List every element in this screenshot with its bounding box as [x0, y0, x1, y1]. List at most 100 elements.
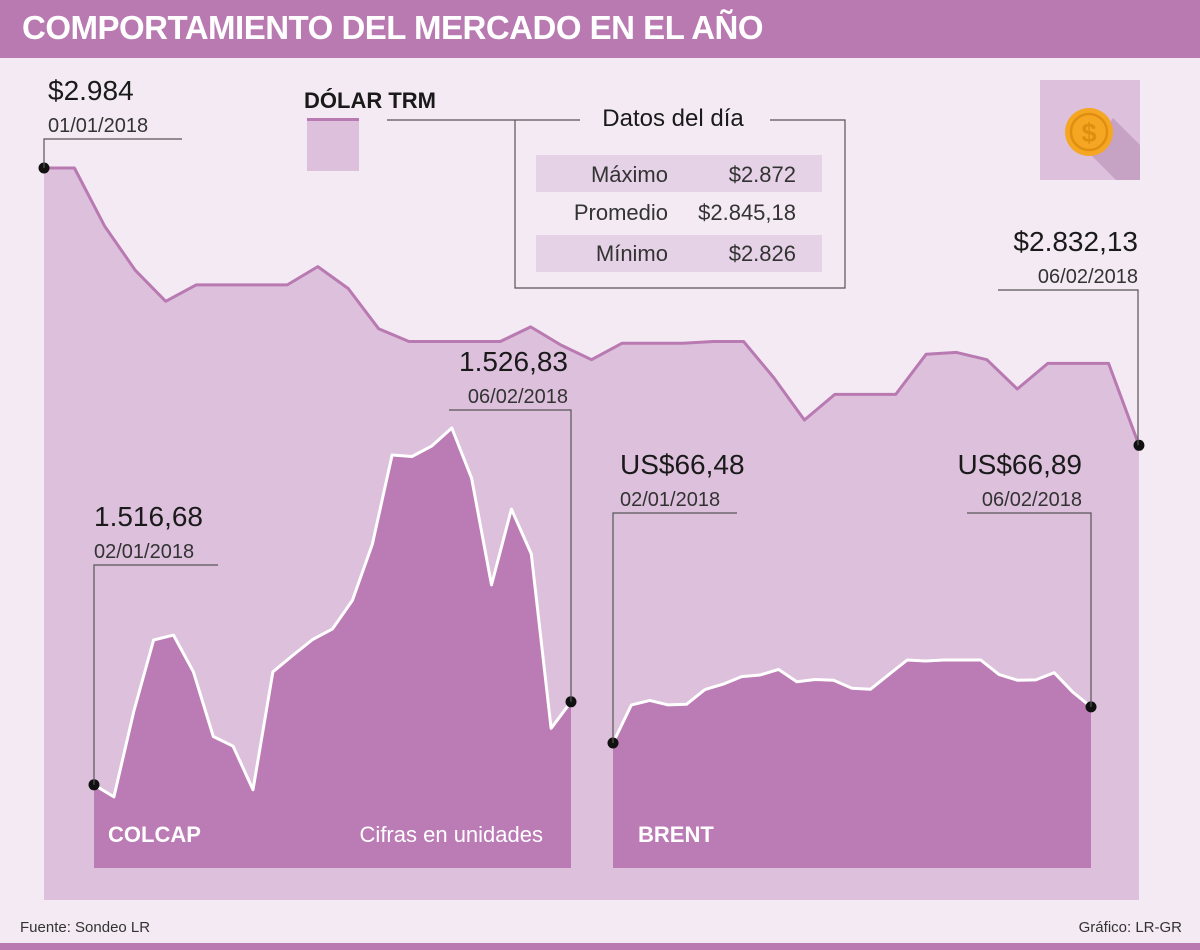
dollar-coin-icon: $: [1040, 80, 1140, 180]
brent-point: [942, 658, 946, 662]
brent-point: [722, 682, 725, 686]
colcap-point: [331, 627, 334, 631]
trm-point: [499, 340, 502, 343]
brent-point: [869, 688, 872, 691]
brent-end-value: US$66,89: [957, 449, 1082, 480]
trm-point: [1046, 362, 1050, 365]
trm-point: [803, 418, 806, 422]
colcap-area: [94, 428, 571, 868]
trm-point: [347, 287, 350, 290]
brent-point: [906, 658, 909, 662]
legend-swatch: [307, 120, 359, 171]
trm-point: [894, 393, 897, 396]
trm-point: [620, 342, 624, 345]
trm-point: [924, 353, 928, 356]
brent-point: [740, 675, 743, 678]
trm-point: [559, 343, 563, 347]
credit-note: Gráfico: LR-GR: [1078, 919, 1182, 936]
brent-end-leader: [967, 512, 1092, 707]
svg-text:$: $: [1081, 118, 1096, 148]
brent-end-date: 06/02/2018: [982, 489, 1082, 511]
day-table-label-max: Máximo: [591, 162, 668, 187]
trm-point: [407, 340, 411, 343]
brent-point: [997, 673, 1001, 676]
trm-point: [73, 166, 76, 170]
day-table-row-min: [536, 235, 822, 272]
colcap-point: [371, 543, 374, 546]
trm-point: [985, 358, 989, 361]
trm-point: [833, 393, 836, 396]
trm-point: [1016, 387, 1019, 391]
trm-point: [103, 225, 107, 228]
brent-point: [1071, 690, 1074, 694]
trm-end-marker: [1133, 439, 1145, 451]
day-table-value-min: $2.826: [729, 241, 796, 266]
footer-bar: [0, 943, 1200, 950]
trm-start-date: 01/01/2018: [48, 115, 148, 137]
colcap-point: [251, 788, 255, 791]
trm-point: [712, 340, 715, 343]
brent-point: [758, 673, 762, 677]
trm-point: [772, 376, 776, 380]
colcap-label: COLCAP: [108, 822, 201, 847]
brent-point: [630, 703, 633, 707]
legend-swatch-line: [307, 118, 359, 121]
trm-point: [864, 393, 867, 396]
trm-point: [377, 327, 380, 330]
colcap-chart: [92, 426, 573, 868]
colcap-point: [351, 599, 354, 602]
colcap-point: [311, 638, 314, 641]
trm-point: [1107, 362, 1110, 365]
colcap-start-date: 02/01/2018: [94, 541, 194, 563]
colcap-start-value: 1.516,68: [94, 501, 203, 532]
colcap-start-leader: [93, 564, 218, 785]
brent-point: [850, 687, 854, 690]
trm-point: [194, 283, 198, 287]
colcap-point: [172, 633, 175, 637]
colcap-point: [450, 426, 453, 430]
brent-point: [887, 673, 890, 676]
colcap-point: [490, 583, 493, 587]
brent-area: [613, 660, 1091, 868]
colcap-units-note: Cifras en unidades: [360, 822, 543, 847]
trm-point: [225, 283, 228, 287]
trm-point: [681, 342, 684, 345]
trm-end-leader: [998, 289, 1139, 446]
day-table-value-max: $2.872: [729, 162, 796, 187]
colcap-point: [291, 654, 294, 657]
day-table-value-avg: $2.845,18: [698, 200, 796, 225]
colcap-point: [430, 444, 434, 448]
day-table-title: Datos del día: [602, 105, 744, 132]
brent-point: [1034, 678, 1038, 682]
colcap-point: [390, 453, 394, 457]
brent-point: [814, 678, 817, 681]
brent-point: [777, 668, 780, 671]
trm-point: [134, 269, 137, 272]
brent-point: [832, 679, 835, 682]
colcap-point: [192, 670, 195, 673]
colcap-point: [530, 552, 533, 556]
brent-point: [685, 703, 688, 706]
trm-point: [438, 340, 441, 343]
brent-point: [1053, 671, 1056, 674]
trm-point: [316, 265, 319, 268]
trm-point: [468, 340, 471, 343]
brent-point: [924, 659, 927, 663]
colcap-point: [231, 745, 235, 748]
trm-point: [742, 340, 745, 343]
brent-point: [703, 688, 707, 691]
brent-point: [1016, 679, 1019, 682]
colcap-point: [132, 710, 135, 713]
brent-chart: [611, 658, 1093, 868]
colcap-end-value: 1.526,83: [459, 346, 568, 377]
brent-start-leader: [612, 512, 737, 743]
day-table-frame: [514, 119, 846, 289]
day-table-label-min: Mínimo: [596, 241, 668, 266]
colcap-point: [549, 727, 553, 730]
legend: DÓLAR TRM: [304, 88, 580, 171]
colcap-end-leader: [449, 409, 572, 702]
colcap-point: [510, 507, 513, 511]
colcap-point: [152, 638, 155, 642]
brent-point: [795, 680, 798, 683]
